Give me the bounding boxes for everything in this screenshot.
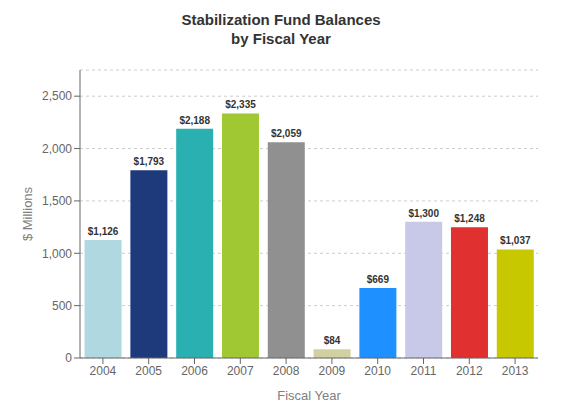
svg-text:$669: $669	[367, 274, 390, 285]
svg-text:$2,059: $2,059	[271, 128, 302, 139]
html-text:by Fiscal Year: by Fiscal Year	[231, 30, 331, 47]
svg-text:2012: 2012	[456, 364, 483, 378]
svg-text:2004: 2004	[90, 364, 117, 378]
svg-text:0: 0	[65, 351, 72, 365]
svg-text:Fiscal Year: Fiscal Year	[277, 388, 341, 403]
svg-text:2011: 2011	[411, 364, 437, 378]
svg-text:1,000: 1,000	[42, 247, 72, 261]
svg-text:$1,248: $1,248	[454, 213, 485, 224]
svg-text:$2,335: $2,335	[225, 99, 256, 110]
svg-text:$2,188: $2,188	[179, 115, 210, 126]
svg-text:2008: 2008	[273, 364, 300, 378]
svg-text:500: 500	[52, 299, 72, 313]
svg-text:$1,037: $1,037	[500, 235, 531, 246]
svg-text:2006: 2006	[181, 364, 208, 378]
svg-text:$ Millions: $ Millions	[20, 186, 35, 241]
svg-text:2007: 2007	[227, 364, 254, 378]
svg-text:2009: 2009	[319, 364, 346, 378]
svg-text:2,500: 2,500	[42, 89, 72, 103]
svg-text:$1,126: $1,126	[88, 226, 119, 237]
svg-text:2010: 2010	[364, 364, 391, 378]
svg-text:$1,793: $1,793	[134, 156, 165, 167]
html-text:Stabilization Fund Balances: Stabilization Fund Balances	[181, 11, 381, 28]
svg-text:1,500: 1,500	[42, 194, 72, 208]
svg-text:$84: $84	[324, 335, 341, 346]
svg-text:$1,300: $1,300	[408, 208, 439, 219]
svg-text:2013: 2013	[502, 364, 529, 378]
svg-text:2005: 2005	[135, 364, 162, 378]
svg-text:2,000: 2,000	[42, 142, 72, 156]
